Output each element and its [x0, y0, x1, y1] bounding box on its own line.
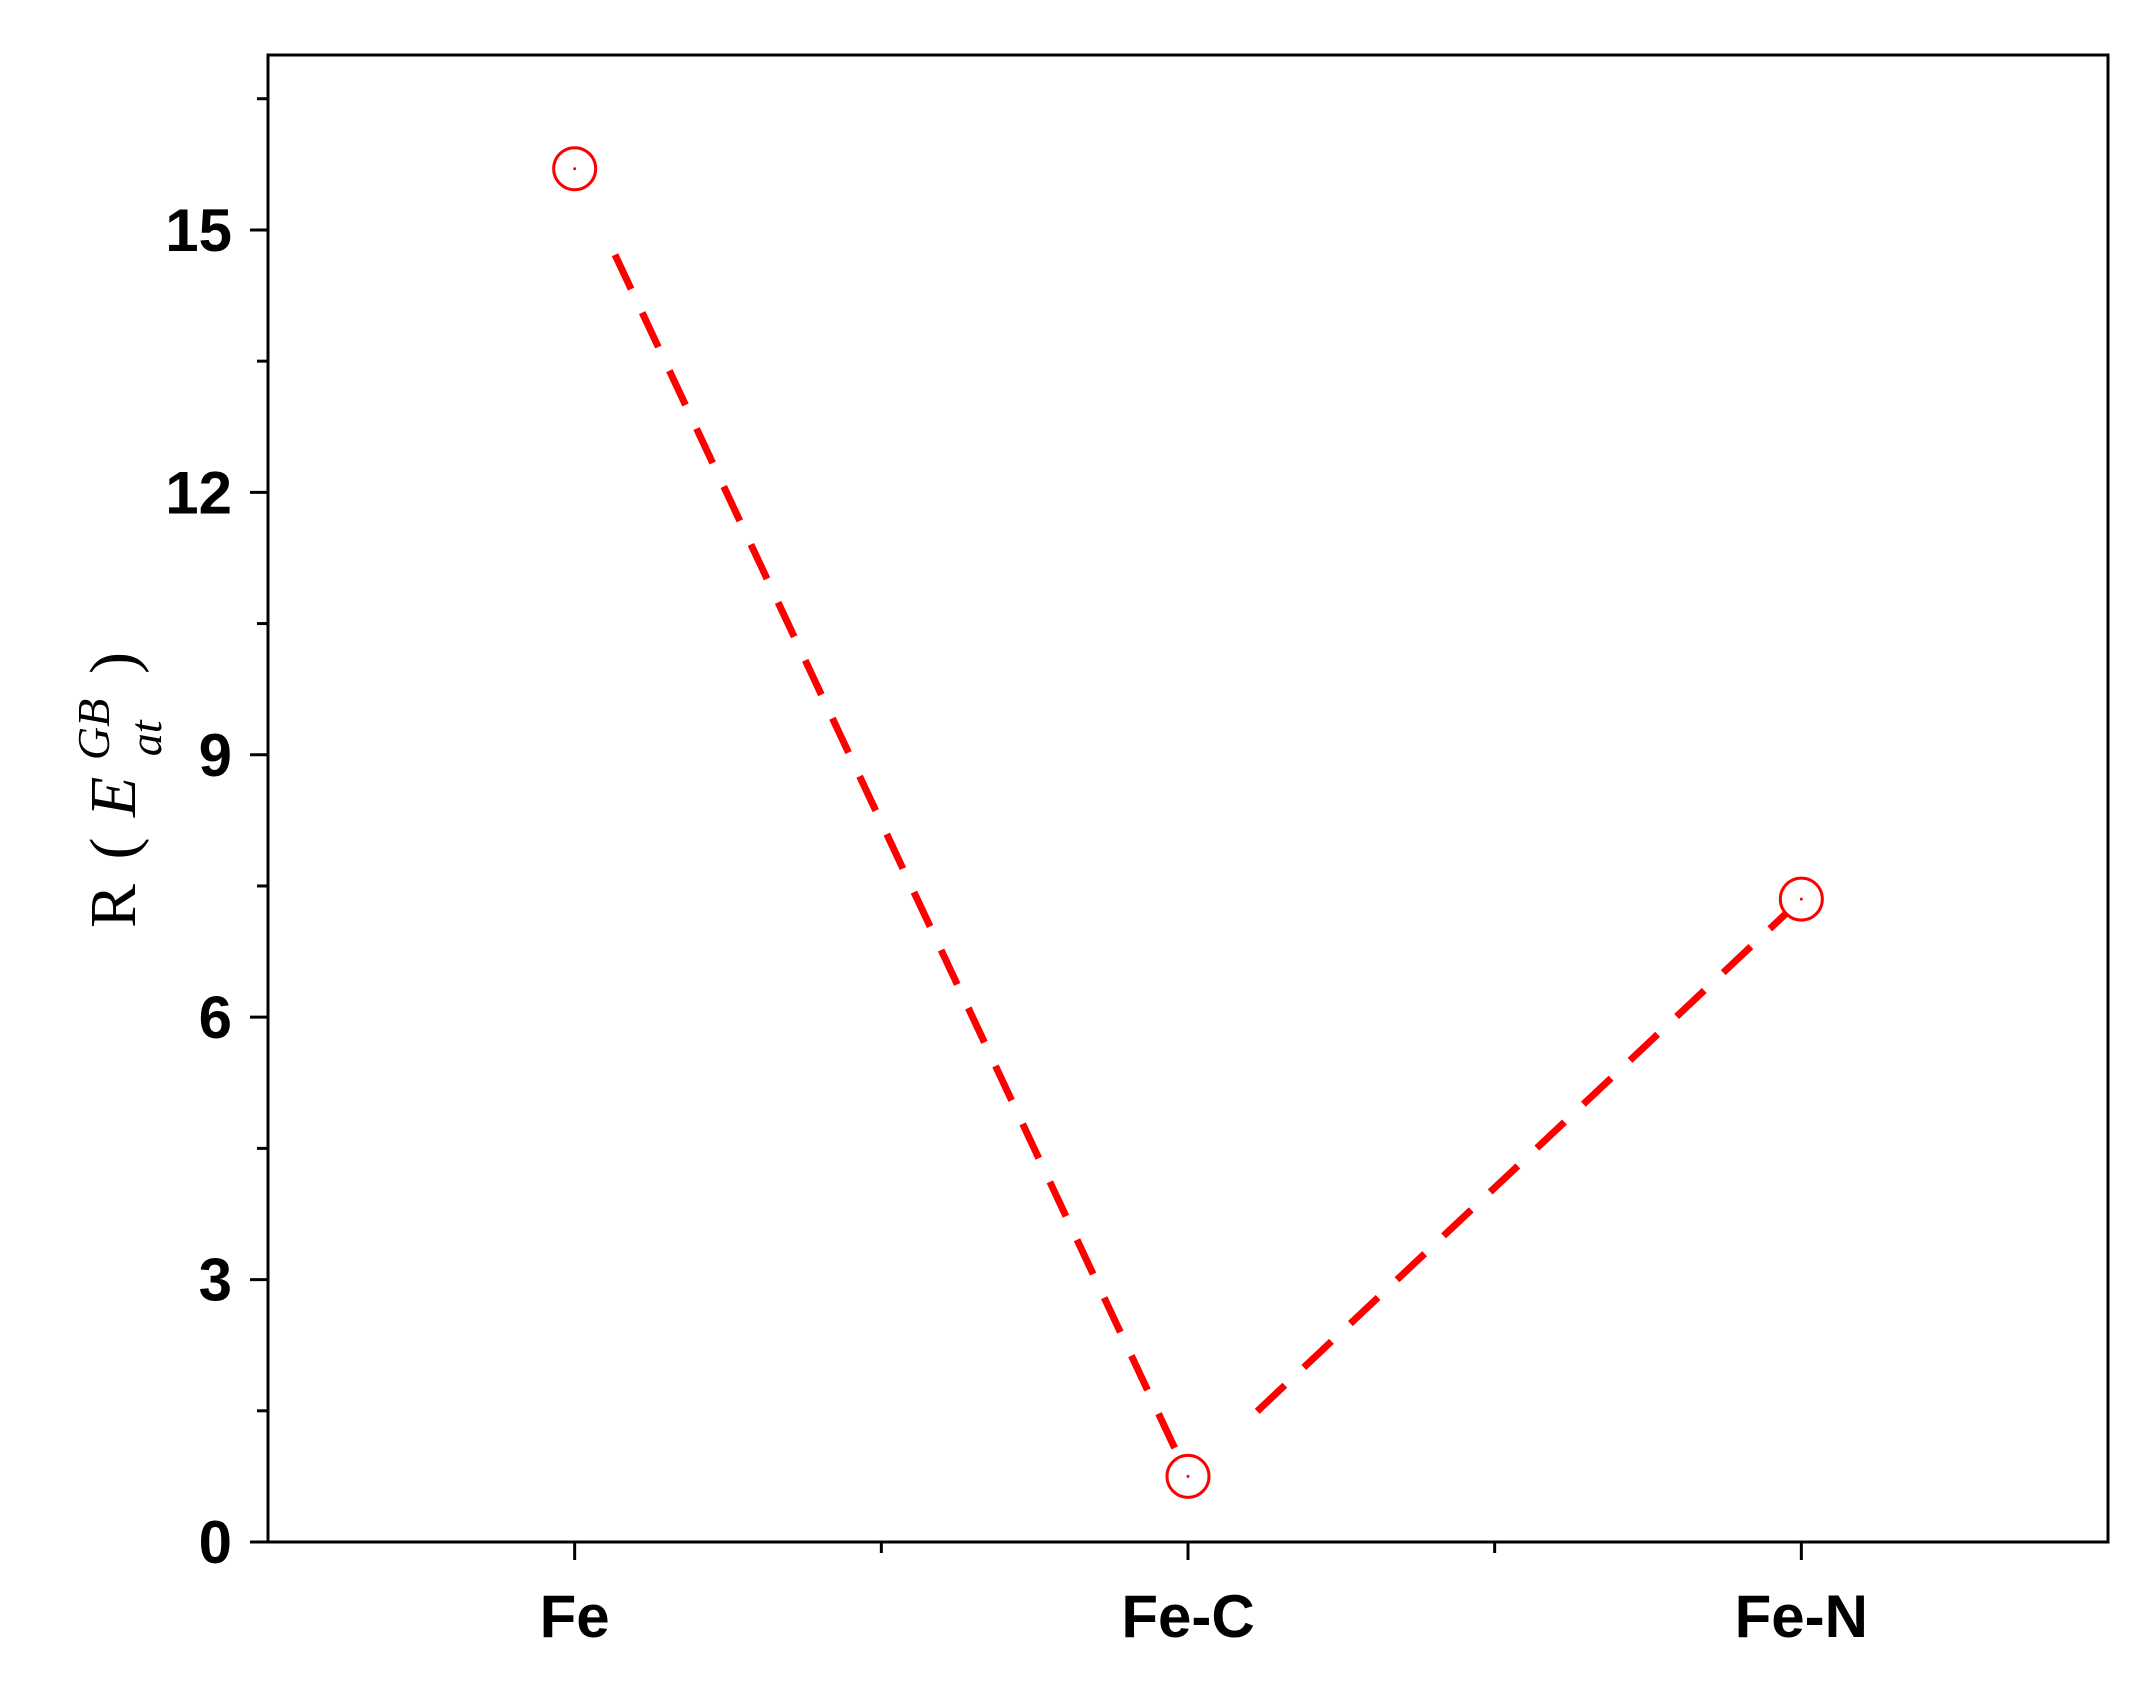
series-lines	[611, 253, 1790, 1460]
data-point	[1778, 876, 1824, 922]
y-axis-title-open-paren: (	[77, 837, 150, 859]
series-segment	[611, 253, 1183, 1460]
y-tick-label: 3	[199, 1247, 232, 1314]
y-axis-title: R ( E GB at )	[51, 652, 176, 928]
data-point-center	[1799, 897, 1803, 901]
x-tick-label: Fe-N	[1735, 1583, 1868, 1650]
series-segment	[1254, 910, 1790, 1414]
data-point	[552, 146, 598, 192]
plot-frame	[266, 53, 2110, 1544]
data-point-center	[573, 167, 577, 171]
data-point-center	[1186, 1474, 1190, 1478]
x-tick-label: Fe-C	[1121, 1583, 1254, 1650]
y-tick-label: 0	[199, 1509, 232, 1576]
y-axis-title-close-paren: )	[77, 652, 150, 674]
y-axis-title-subscript: at	[120, 719, 171, 756]
y-axis-ticks: 0 3 6 9 12 15	[165, 97, 268, 1576]
y-axis-title-prefix: R	[77, 884, 150, 928]
x-axis-ticks: Fe Fe-C Fe-N	[540, 1542, 1868, 1650]
x-tick-label: Fe	[540, 1583, 610, 1650]
y-tick-label: 15	[165, 197, 232, 264]
y-tick-label: 6	[199, 984, 232, 1051]
y-axis-title-base: E	[77, 777, 150, 818]
data-point	[1165, 1453, 1211, 1499]
y-tick-label: 12	[165, 459, 232, 526]
y-axis-title-superscript: GB	[68, 699, 119, 760]
series-points	[552, 146, 1824, 1499]
y-tick-label: 9	[199, 722, 232, 789]
